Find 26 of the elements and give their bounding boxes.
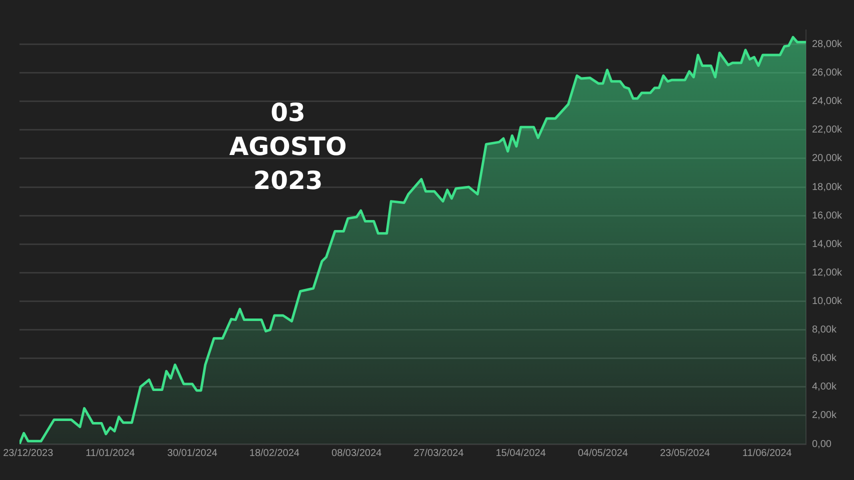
y-tick-label: 14,00k xyxy=(812,238,843,250)
y-tick-label: 18,00k xyxy=(812,182,843,193)
x-tick-label: 23/05/2024 xyxy=(660,448,710,459)
x-tick-label: 15/04/2024 xyxy=(496,448,546,459)
y-tick-label: 24,00k xyxy=(812,96,843,108)
annotation: 03 AGOSTO 2023 xyxy=(228,97,348,197)
x-tick-label: 11/06/2024 xyxy=(742,448,792,459)
y-tick-label: 4,00k xyxy=(812,382,838,393)
y-tick-label: 22,00k xyxy=(812,124,843,136)
x-tick-label: 08/03/2024 xyxy=(332,448,382,459)
y-tick-label: 2,00k xyxy=(812,410,838,422)
y-tick-label: 28,00k xyxy=(812,39,843,50)
x-tick-label: 11/01/2024 xyxy=(86,448,136,459)
y-tick-label: 0,00 xyxy=(812,438,832,450)
x-tick-label: 27/03/2024 xyxy=(414,448,464,459)
y-tick-label: 20,00k xyxy=(812,153,843,164)
x-tick-label: 30/01/2024 xyxy=(167,448,218,459)
y-tick-label: 8,00k xyxy=(812,324,838,336)
x-tick-label: 23/12/2023 xyxy=(3,448,54,459)
y-tick-label: 26,00k xyxy=(812,68,843,79)
x-tick-label: 04/05/2024 xyxy=(578,448,628,459)
y-tick-label: 16,00k xyxy=(812,210,843,222)
y-tick-label: 12,00k xyxy=(812,267,843,278)
y-tick-label: 6,00k xyxy=(812,353,838,364)
y-tick-label: 10,00k xyxy=(812,296,843,307)
x-tick-label: 18/02/2024 xyxy=(249,448,300,459)
